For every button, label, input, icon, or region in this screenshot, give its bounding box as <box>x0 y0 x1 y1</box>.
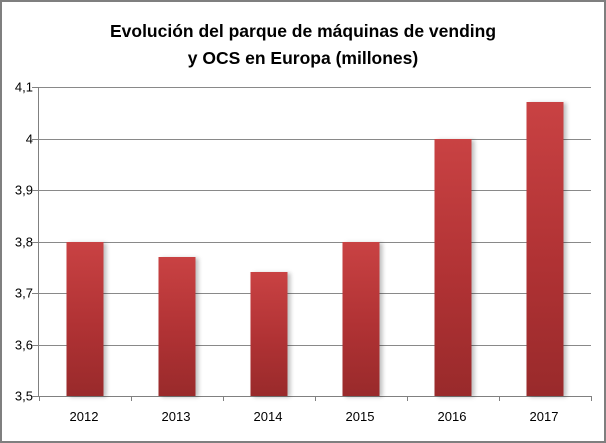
x-axis-tick <box>131 396 132 401</box>
y-axis-label-3,7: 3,7 <box>14 285 33 301</box>
gridline <box>39 344 591 346</box>
bar-2013 <box>158 256 196 396</box>
x-axis-tick <box>499 396 500 401</box>
y-axis-label-3,6: 3,6 <box>14 337 33 352</box>
gridline <box>39 190 591 191</box>
y-axis-label-3,9: 3,9 <box>14 182 33 198</box>
x-axis-tick <box>39 396 40 401</box>
bar-2017 <box>526 102 564 396</box>
y-axis-tick <box>32 241 39 243</box>
x-axis-tick <box>315 396 316 401</box>
gridline <box>39 87 591 88</box>
gridline <box>39 293 591 294</box>
x-axis-label-2016: 2016 <box>437 409 467 424</box>
x-axis-label-2017: 2017 <box>529 409 559 424</box>
bar-2014 <box>250 272 288 396</box>
chart-title-line2: y OCS en Europa (millones) <box>187 48 419 68</box>
y-axis-tick <box>32 138 39 140</box>
x-axis-tick <box>407 396 408 401</box>
x-axis-label-2015: 2015 <box>345 409 375 424</box>
x-axis-label-2012: 2012 <box>69 409 99 424</box>
chart-title: Evolución del parque de máquinas de vend… <box>2 18 604 72</box>
gridline <box>39 138 591 140</box>
y-axis-tick <box>32 87 39 88</box>
y-axis-label-4: 4 <box>25 131 33 146</box>
y-axis-tick <box>32 293 39 294</box>
y-axis-label-3,5: 3,5 <box>14 388 33 404</box>
bar-2016 <box>434 138 472 396</box>
plot-area <box>32 87 592 401</box>
y-axis-labels: 4,1 4 3,9 3,8 3,7 3,6 3,5 <box>2 80 33 404</box>
y-axis-label-4,1: 4,1 <box>14 79 33 95</box>
bar-2015 <box>342 241 380 396</box>
bar-2012 <box>66 241 104 396</box>
gridline <box>39 241 591 243</box>
x-axis-label-2014: 2014 <box>253 409 283 424</box>
chart-title-line1: Evolución del parque de máquinas de vend… <box>109 21 497 41</box>
x-axis-tick <box>591 396 592 401</box>
y-axis-label-3,8: 3,8 <box>14 234 33 249</box>
x-axis-tick <box>223 396 224 401</box>
y-axis-tick <box>32 396 39 397</box>
x-axis-label-2013: 2013 <box>161 409 191 424</box>
y-axis-tick <box>32 190 39 191</box>
bars <box>39 87 591 396</box>
y-axis-tick <box>32 344 39 346</box>
x-axis-labels: 2012 2013 2014 2015 2016 2017 <box>38 409 590 427</box>
